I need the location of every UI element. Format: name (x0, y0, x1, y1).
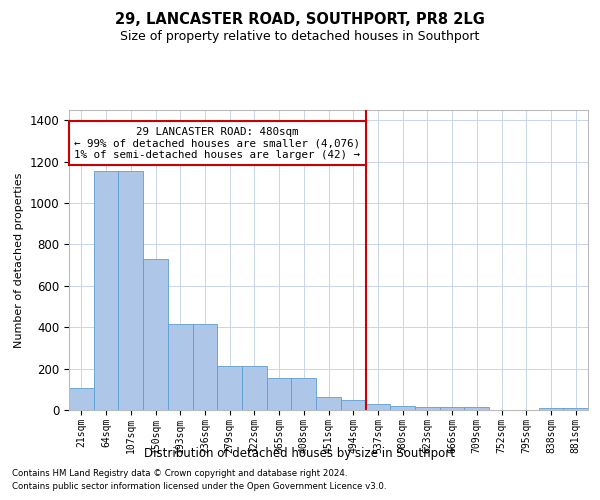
Text: Size of property relative to detached houses in Southport: Size of property relative to detached ho… (121, 30, 479, 43)
Text: Contains HM Land Registry data © Crown copyright and database right 2024.: Contains HM Land Registry data © Crown c… (12, 468, 347, 477)
Text: 29, LANCASTER ROAD, SOUTHPORT, PR8 2LG: 29, LANCASTER ROAD, SOUTHPORT, PR8 2LG (115, 12, 485, 28)
Text: 29 LANCASTER ROAD: 480sqm
← 99% of detached houses are smaller (4,076)
1% of sem: 29 LANCASTER ROAD: 480sqm ← 99% of detac… (74, 126, 360, 160)
Bar (316, 396, 341, 410)
Bar (143, 259, 168, 410)
Bar (94, 171, 118, 410)
Bar (341, 400, 365, 410)
Bar (118, 171, 143, 410)
Text: Contains public sector information licensed under the Open Government Licence v3: Contains public sector information licen… (12, 482, 386, 491)
Bar (242, 366, 267, 410)
Bar (193, 324, 217, 410)
Bar (464, 407, 489, 410)
Bar (563, 408, 588, 410)
Bar (365, 404, 390, 410)
Bar (415, 407, 440, 410)
Bar (217, 366, 242, 410)
Bar (440, 407, 464, 410)
Bar (168, 324, 193, 410)
Bar (69, 388, 94, 410)
Y-axis label: Number of detached properties: Number of detached properties (14, 172, 24, 348)
Text: Distribution of detached houses by size in Southport: Distribution of detached houses by size … (145, 448, 455, 460)
Bar (390, 406, 415, 410)
Bar (292, 378, 316, 410)
Bar (267, 378, 292, 410)
Bar (539, 408, 563, 410)
